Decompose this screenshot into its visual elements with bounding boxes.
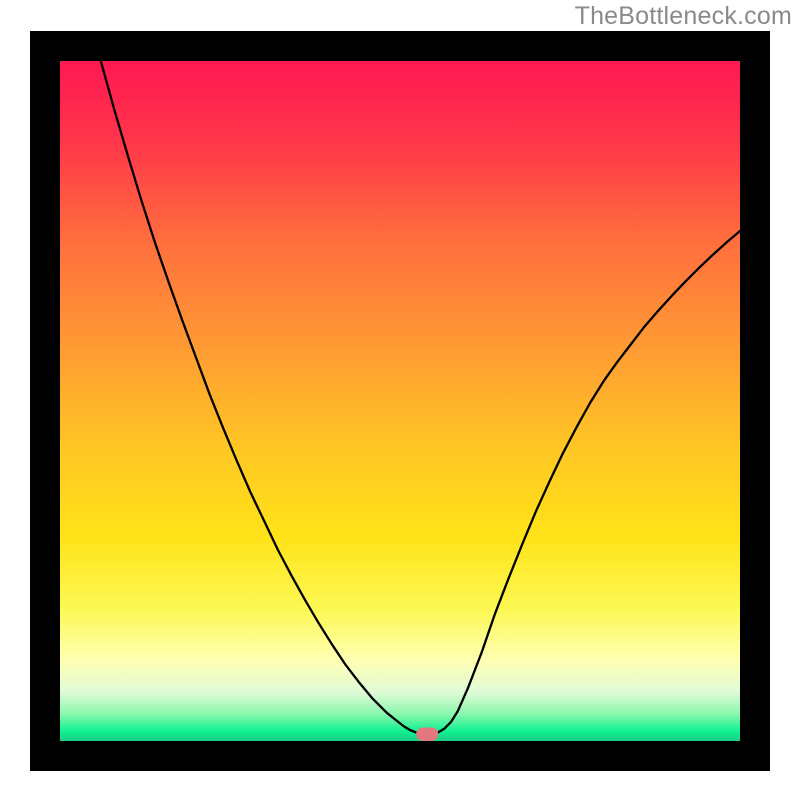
bottleneck-chart: [30, 31, 770, 771]
gradient-background: [60, 61, 740, 741]
watermark-text: TheBottleneck.com: [575, 2, 792, 31]
chart-svg: [30, 31, 770, 771]
optimum-marker: [416, 728, 438, 741]
